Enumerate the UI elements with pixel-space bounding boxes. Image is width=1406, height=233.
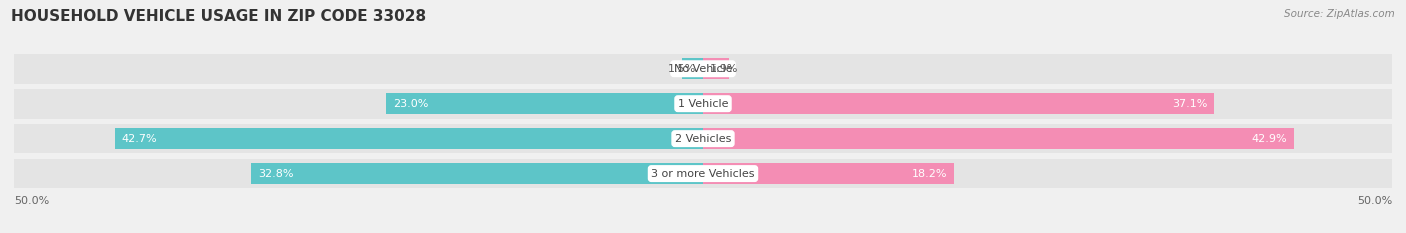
Bar: [703, 128, 1294, 149]
Text: 1.9%: 1.9%: [710, 64, 738, 74]
Bar: [703, 58, 730, 79]
Bar: [387, 93, 703, 114]
Text: 50.0%: 50.0%: [14, 196, 49, 206]
Text: Source: ZipAtlas.com: Source: ZipAtlas.com: [1284, 9, 1395, 19]
Text: 1.5%: 1.5%: [668, 64, 696, 74]
Bar: [14, 159, 1392, 188]
Text: 3 or more Vehicles: 3 or more Vehicles: [651, 169, 755, 178]
Bar: [115, 128, 703, 149]
Bar: [252, 163, 703, 184]
Text: 1 Vehicle: 1 Vehicle: [678, 99, 728, 109]
Text: 32.8%: 32.8%: [257, 169, 294, 178]
Text: No Vehicle: No Vehicle: [673, 64, 733, 74]
Bar: [14, 54, 1392, 84]
Bar: [703, 93, 1215, 114]
Text: 23.0%: 23.0%: [392, 99, 429, 109]
Text: 18.2%: 18.2%: [911, 169, 946, 178]
Text: HOUSEHOLD VEHICLE USAGE IN ZIP CODE 33028: HOUSEHOLD VEHICLE USAGE IN ZIP CODE 3302…: [11, 9, 426, 24]
Bar: [14, 89, 1392, 119]
Bar: [14, 124, 1392, 154]
Text: 2 Vehicles: 2 Vehicles: [675, 134, 731, 144]
Text: 42.7%: 42.7%: [121, 134, 157, 144]
Bar: [703, 163, 953, 184]
Bar: [682, 58, 703, 79]
Text: 37.1%: 37.1%: [1173, 99, 1208, 109]
Text: 42.9%: 42.9%: [1251, 134, 1288, 144]
Text: 50.0%: 50.0%: [1357, 196, 1392, 206]
